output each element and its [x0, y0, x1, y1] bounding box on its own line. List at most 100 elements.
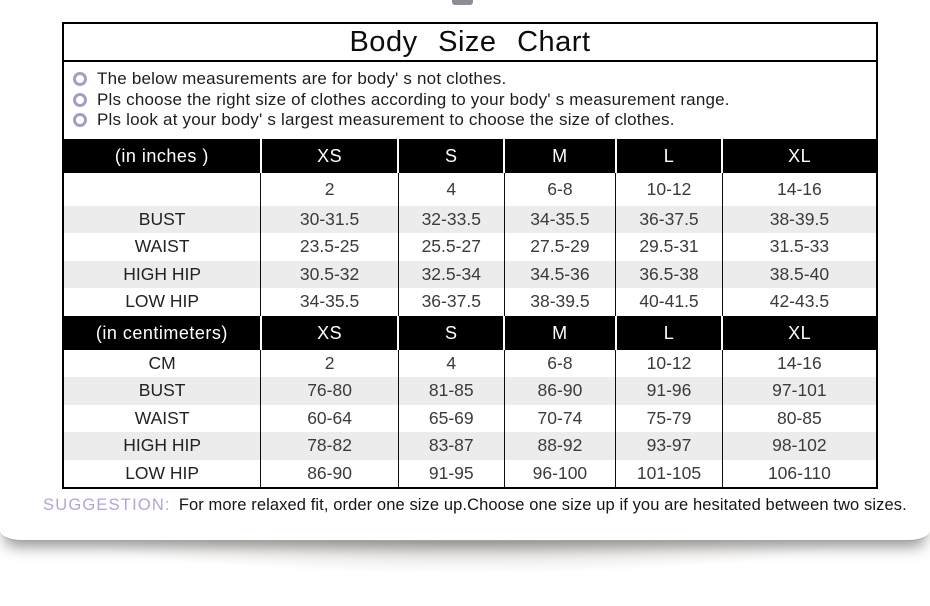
size-cell: 32-33.5	[397, 205, 505, 233]
note-text: Pls choose the right size of clothes acc…	[97, 89, 730, 109]
size-col-header: XS	[259, 316, 399, 350]
row-label-cell: WAIST	[134, 236, 190, 257]
note-text: The below measurements are for body' s n…	[97, 69, 507, 88]
size-cell: 76-80	[260, 377, 399, 405]
size-cell: 34-35.5	[260, 288, 399, 317]
size-col-header: S	[397, 316, 505, 350]
size-cell: 2	[260, 349, 399, 377]
size-col-header: S	[397, 139, 505, 173]
size-cell: 86-90	[260, 459, 399, 488]
size-cell: 34-35.5	[503, 205, 616, 233]
size-cell: 25.5-27	[397, 233, 505, 261]
note-text: Pls look at your body' s largest measure…	[97, 110, 675, 129]
size-chart-panel: Body Size Chart The below measurements a…	[0, 0, 930, 541]
size-cell: 32.5-34	[397, 260, 505, 288]
size-cell: 80-85	[721, 404, 877, 432]
size-cell: 91-96	[615, 377, 723, 405]
title-and-notes-box: Body Size Chart The below measurements a…	[62, 22, 878, 141]
size-cell: 93-97	[615, 432, 723, 460]
size-cell: 65-69	[397, 404, 505, 432]
size-cell: 97-101	[721, 377, 877, 405]
size-cell: 30.5-32	[260, 260, 399, 288]
top-crop-mark	[452, 0, 473, 5]
size-cell: 2	[260, 172, 399, 206]
table-row: LOW HIP 86-90 91-95 96-100 101-105 106-1…	[63, 459, 877, 488]
suggestion-text: For more relaxed fit, order one size up.…	[178, 496, 907, 514]
table-row: HIGH HIP 30.5-32 32.5-34 34.5-36 36.5-38…	[63, 260, 877, 288]
row-label-cell: HIGH HIP	[63, 260, 261, 288]
size-cell: 4	[397, 172, 505, 206]
size-col-header: XS	[259, 139, 399, 173]
size-cell: 10-12	[615, 349, 723, 377]
size-cell: 27.5-29	[503, 233, 616, 261]
size-cell: 81-85	[397, 377, 505, 405]
size-cell: 38-39.5	[721, 205, 877, 233]
size-cell: 14-16	[721, 172, 877, 206]
note-line: Pls look at your body' s largest measure…	[71, 110, 872, 131]
table-row: LOW HIP 34-35.5 36-37.5 38-39.5 40-41.5 …	[63, 288, 877, 317]
size-cell: 29.5-31	[615, 233, 723, 261]
note-line: The below measurements are for body' s n…	[71, 69, 872, 90]
size-cell: 60-64	[260, 404, 399, 432]
size-cell: 38-39.5	[503, 288, 616, 317]
bottom-shadow	[10, 540, 920, 590]
row-label-cell: BUST	[63, 377, 261, 405]
size-col-header: L	[614, 316, 723, 350]
suggestion-label: SUGGESTION:	[43, 496, 171, 514]
row-label-cell	[63, 173, 261, 206]
size-cell: 6-8	[503, 349, 616, 377]
size-cell: 83-87	[397, 432, 505, 460]
bullet-ring-icon	[73, 72, 87, 87]
table-row: WAIST 60-64 65-69 70-74 75-79 80-85	[63, 404, 877, 432]
size-cell: 6-8	[503, 172, 616, 206]
size-cell: 40-41.5	[615, 288, 723, 317]
size-cell: 14-16	[721, 349, 877, 377]
size-col-header: M	[503, 139, 616, 173]
table-row: BUST 30-31.5 32-33.5 34-35.5 36-37.5 38-…	[63, 205, 877, 233]
size-cell: 75-79	[615, 404, 723, 432]
size-col-header: M	[503, 316, 616, 350]
page-title: Body Size Chart	[64, 24, 876, 62]
table-header-row: (in inches ) XS S M L XL	[63, 139, 877, 173]
size-cell: 96-100	[503, 459, 616, 488]
size-col-header: L	[614, 139, 723, 173]
table-row: BUST 76-80 81-85 86-90 91-96 97-101	[63, 377, 877, 405]
size-cell: 4	[397, 349, 505, 377]
size-cell: 23.5-25	[260, 233, 399, 261]
size-cell: 10-12	[615, 172, 723, 206]
notes-list: The below measurements are for body' s n…	[64, 62, 876, 139]
chart-frame: Body Size Chart The below measurements a…	[62, 22, 878, 489]
table-header-row: (in centimeters) XS S M L XL	[63, 316, 877, 350]
suggestion-line: SUGGESTION: For more relaxed fit, order o…	[43, 496, 913, 515]
bullet-ring-icon	[73, 92, 87, 107]
size-cell: 38.5-40	[721, 260, 877, 288]
row-label-cell: HIGH HIP	[63, 432, 261, 460]
size-cell: 91-95	[397, 459, 505, 488]
size-cell: 30-31.5	[260, 205, 399, 233]
unit-header-cell: (in centimeters)	[63, 316, 261, 350]
bullet-ring-icon	[73, 113, 87, 128]
size-cell: 70-74	[503, 404, 616, 432]
size-cell: 36-37.5	[397, 288, 505, 317]
table-row: CM 2 4 6-8 10-12 14-16	[63, 349, 877, 377]
note-line: Pls choose the right size of clothes acc…	[71, 90, 872, 111]
table-row: 2 4 6-8 10-12 14-16	[63, 172, 877, 206]
size-cell: 36.5-38	[615, 260, 723, 288]
size-cell: 98-102	[721, 432, 877, 460]
row-label-cell: LOW HIP	[125, 291, 200, 312]
size-cell: 36-37.5	[615, 205, 723, 233]
table-row: WAIST 23.5-25 25.5-27 27.5-29 29.5-31 31…	[63, 233, 877, 261]
size-cell: 101-105	[615, 459, 723, 488]
row-label-cell: LOW HIP	[125, 462, 200, 483]
size-cell: 86-90	[503, 377, 616, 405]
size-table-inches: (in inches ) XS S M L XL 2 4 6-8 10-12 1…	[62, 138, 878, 318]
row-label-cell: CM	[148, 352, 176, 373]
size-cell: 42-43.5	[721, 288, 877, 317]
size-col-header: XL	[721, 316, 877, 350]
size-cell: 88-92	[503, 432, 616, 460]
row-label-cell: BUST	[63, 205, 261, 233]
size-col-header: XL	[721, 139, 877, 173]
table-row: HIGH HIP 78-82 83-87 88-92 93-97 98-102	[63, 432, 877, 460]
size-cell: 34.5-36	[503, 260, 616, 288]
size-cell: 31.5-33	[721, 233, 877, 261]
